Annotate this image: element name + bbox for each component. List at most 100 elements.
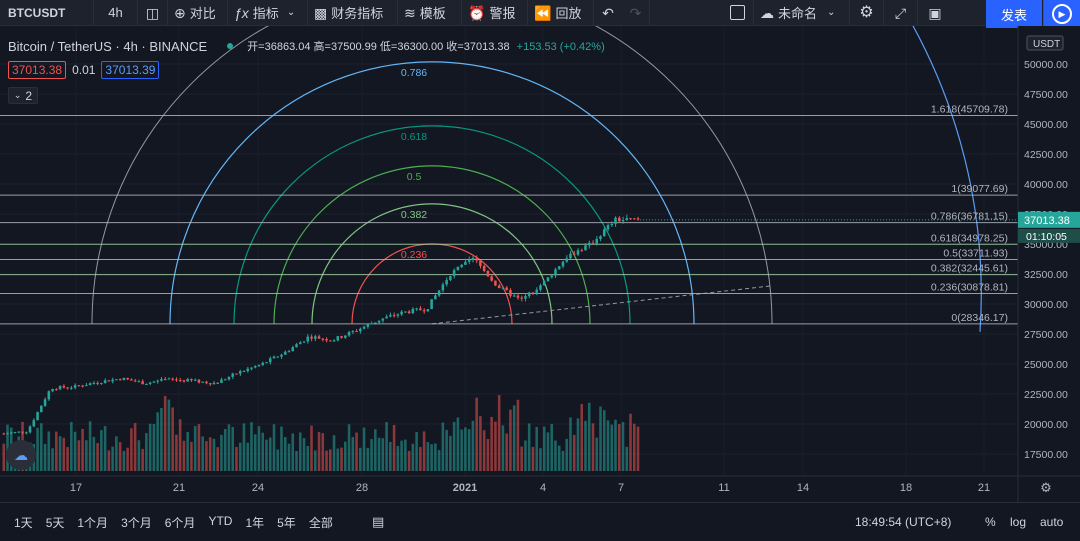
legend-open: 开=36863.04 — [247, 41, 311, 53]
volume-bar — [344, 441, 347, 471]
candle-body — [370, 323, 373, 325]
candle-body — [415, 308, 418, 310]
volume-bar — [467, 429, 471, 471]
candle-body — [306, 336, 310, 342]
cloud-logo-icon: ☁ — [14, 446, 28, 463]
candle-body — [441, 284, 445, 291]
candle-body — [40, 405, 43, 413]
range-1[interactable]: 5天 — [45, 515, 65, 530]
interval-button[interactable]: 4h — [94, 0, 138, 26]
candle-body — [47, 391, 51, 400]
fib-arc — [169, 61, 695, 324]
volume-bar — [137, 440, 141, 471]
volume-bar — [332, 435, 336, 471]
replay-button[interactable]: ⏪ 回放 — [528, 0, 594, 26]
snapshot-button[interactable]: ▣ — [918, 0, 952, 26]
volume-bar — [527, 423, 531, 471]
volume-bar — [482, 430, 486, 471]
clock-readout[interactable]: 18:49:54 (UTC+8) — [855, 515, 952, 529]
layout-name-button[interactable]: ☁ 未命名 ⌄ — [754, 0, 850, 26]
volume-bar — [227, 424, 231, 471]
collapse-indicators-button[interactable]: ⌄ 2 — [8, 87, 38, 104]
range-8[interactable]: 全部 — [308, 515, 333, 530]
candle-body — [561, 261, 565, 267]
candle-body — [92, 382, 96, 384]
symbol-search[interactable]: BTCUSDT — [0, 0, 94, 26]
candlesticks — [2, 214, 640, 435]
legend-close: 收=37013.38 — [446, 41, 510, 53]
volume-bar — [362, 427, 366, 471]
range-0[interactable]: 1天 — [14, 515, 33, 530]
chart-type-button[interactable]: ◫ — [138, 0, 168, 26]
replay-play-button[interactable]: ▶ — [1043, 0, 1080, 28]
settings-button[interactable]: ⚙ — [850, 0, 884, 26]
auto-toggle[interactable]: auto — [1040, 515, 1064, 529]
collapse-count: 2 — [25, 88, 33, 103]
volume-bar — [426, 442, 430, 471]
date-tick-label: 14 — [797, 482, 809, 494]
volume-bar — [554, 440, 557, 471]
range-6[interactable]: 1年 — [245, 515, 265, 530]
templates-button[interactable]: ≋ 模板 — [398, 0, 462, 26]
volume-bar — [88, 421, 92, 471]
buy-price-button[interactable]: 37013.39 — [101, 61, 160, 79]
volume-bar — [520, 446, 523, 471]
candle-body — [313, 336, 317, 339]
range-2[interactable]: 1个月 — [77, 515, 109, 530]
range-7[interactable]: 5年 — [277, 515, 296, 530]
date-tick-label: 7 — [618, 482, 624, 494]
market-status-dot — [227, 43, 234, 49]
candle-body — [490, 276, 493, 281]
volume-bar — [130, 428, 133, 471]
buy-sell-panel: 37013.38 0.01 37013.39 — [8, 61, 160, 79]
sell-price-button[interactable]: 37013.38 — [8, 61, 67, 79]
volume-bar — [208, 437, 212, 471]
volume-bar — [512, 405, 516, 471]
candle-body — [595, 238, 599, 244]
price-tick-label: 27500.00 — [1024, 329, 1068, 341]
price-tick-label: 45000.00 — [1024, 119, 1068, 131]
candle-body — [167, 378, 171, 380]
redo-button[interactable]: ↷ — [622, 0, 650, 26]
undo-button[interactable]: ↶ — [594, 0, 622, 26]
volume-bar — [610, 424, 614, 471]
fib-arcs[interactable]: 0.236 0.382 0.5 0.618 0.786 — [91, 26, 982, 332]
date-tick-label: 28 — [356, 482, 368, 494]
volume-bar — [475, 397, 478, 471]
range-4[interactable]: 6个月 — [164, 515, 196, 530]
financials-button[interactable]: ▩ 财务指标 — [308, 0, 398, 26]
date-tick-label: 21 — [978, 482, 990, 494]
chevron-down-icon: ⌄ — [827, 6, 836, 18]
candle-body — [152, 381, 156, 383]
publish-button[interactable]: 发表 — [986, 0, 1042, 28]
candle-body — [434, 295, 437, 300]
candle-body — [100, 383, 103, 385]
percent-toggle[interactable]: % — [985, 515, 996, 529]
volume-bar — [205, 441, 208, 471]
range-5[interactable]: YTD — [208, 513, 233, 528]
last-price-tag-box — [1018, 211, 1080, 228]
volume-bar — [456, 417, 460, 471]
log-toggle[interactable]: log — [1010, 515, 1027, 529]
layout-select-button[interactable] — [722, 0, 754, 26]
bottom-bar: 1天 5天 1个月 3个月 6个月 YTD 1年 5年 全部 ▤ 18:49:54 (UTC+8… — [0, 502, 1080, 541]
fullscreen-button[interactable]: ⤢ — [884, 0, 918, 26]
volume-bar — [111, 446, 114, 471]
tradingview-logo[interactable]: ☁ — [6, 440, 36, 470]
candle-body — [396, 314, 400, 316]
candle-body — [122, 377, 126, 381]
compare-button[interactable]: ⊕ 对比 — [168, 0, 228, 26]
date-tick-label: 18 — [900, 482, 912, 494]
volume-bar — [70, 421, 73, 471]
date-range-icon[interactable]: ▤ — [372, 514, 385, 529]
candle-body — [62, 386, 66, 388]
fib-level-label: 0.382(32445.61) — [931, 263, 1008, 275]
indicators-button[interactable]: ƒx 指标 ⌄ — [228, 0, 308, 26]
volume-bars — [2, 395, 640, 471]
volume-bar — [152, 424, 156, 471]
alert-button[interactable]: ⏰ 警报 — [462, 0, 528, 26]
range-3[interactable]: 3个月 — [121, 515, 152, 530]
candle-body — [625, 218, 629, 221]
symbol-legend: Bitcoin / TetherUS · 4h · BINANCE 开=3686… — [8, 38, 605, 54]
